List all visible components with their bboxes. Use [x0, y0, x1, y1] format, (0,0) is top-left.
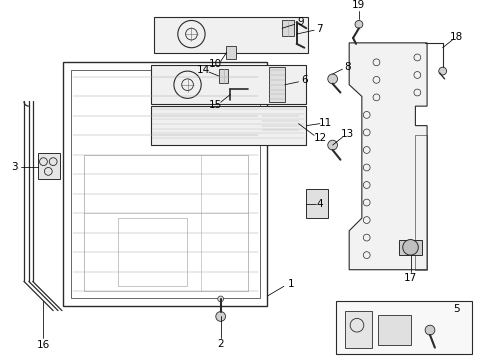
Circle shape — [425, 325, 435, 335]
Text: 12: 12 — [313, 133, 327, 143]
Text: 2: 2 — [218, 339, 224, 349]
Text: 1: 1 — [288, 279, 294, 289]
Polygon shape — [306, 189, 328, 218]
Circle shape — [218, 296, 223, 302]
Polygon shape — [154, 17, 308, 53]
Text: 15: 15 — [209, 100, 222, 110]
Polygon shape — [345, 311, 371, 348]
Circle shape — [216, 312, 225, 321]
Polygon shape — [38, 153, 60, 179]
Polygon shape — [262, 114, 298, 134]
Circle shape — [355, 21, 363, 28]
Polygon shape — [270, 67, 285, 102]
Text: 10: 10 — [209, 59, 222, 69]
Polygon shape — [282, 21, 294, 36]
Text: 11: 11 — [319, 118, 332, 128]
Polygon shape — [349, 43, 427, 270]
Circle shape — [328, 140, 338, 150]
Text: 6: 6 — [301, 75, 308, 85]
Text: 5: 5 — [453, 304, 460, 314]
Circle shape — [439, 67, 446, 75]
Polygon shape — [150, 65, 306, 104]
Polygon shape — [399, 239, 422, 255]
Text: 19: 19 — [352, 0, 366, 10]
Polygon shape — [336, 301, 472, 355]
Text: 14: 14 — [196, 65, 210, 75]
Text: 16: 16 — [37, 340, 50, 350]
Text: 9: 9 — [297, 17, 304, 27]
Text: 4: 4 — [317, 198, 323, 208]
Polygon shape — [219, 69, 228, 83]
Text: 7: 7 — [316, 24, 322, 34]
Polygon shape — [226, 46, 236, 59]
Text: 8: 8 — [344, 62, 350, 72]
Polygon shape — [150, 106, 306, 145]
Circle shape — [403, 239, 418, 255]
Text: 3: 3 — [11, 162, 18, 171]
Text: 13: 13 — [341, 129, 354, 139]
Polygon shape — [378, 315, 411, 345]
Circle shape — [328, 74, 338, 84]
Text: 17: 17 — [404, 274, 417, 283]
Text: 18: 18 — [450, 32, 463, 42]
